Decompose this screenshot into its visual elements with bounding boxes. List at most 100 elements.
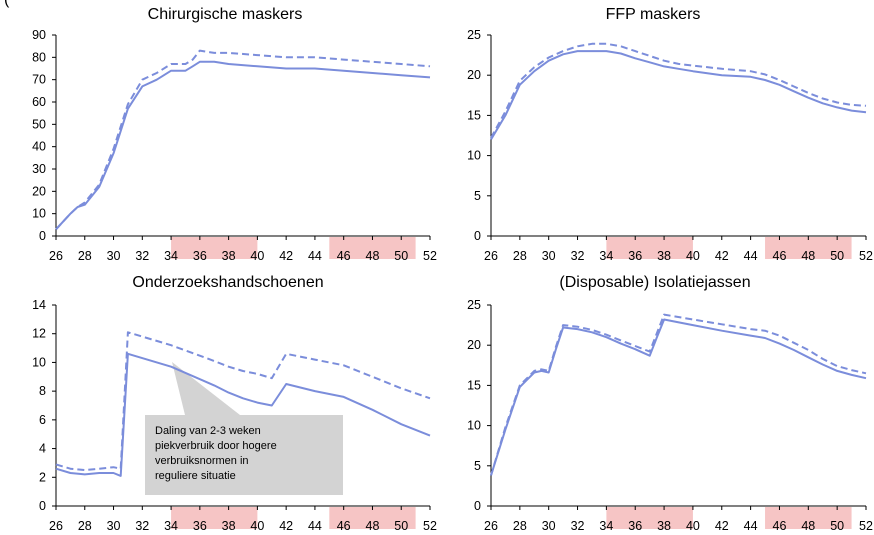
y-tick-label: 80 (32, 50, 46, 64)
x-tick-label: 32 (135, 249, 149, 263)
annotation-line: reguliere situatie (155, 470, 236, 482)
y-tick-label: 12 (32, 327, 46, 341)
shaded-period-2 (765, 507, 852, 529)
x-tick-label: 46 (773, 249, 787, 263)
y-tick-label: 40 (32, 140, 46, 154)
x-tick-label: 30 (107, 249, 121, 263)
annotation-arrow (172, 362, 240, 415)
shaded-period-1 (606, 237, 693, 259)
x-tick-label: 46 (773, 519, 787, 533)
series-line-dashed (55, 49, 431, 230)
annotation-line: piekverbruik door hogere (155, 440, 277, 452)
y-tick-label: 0 (39, 499, 46, 513)
y-tick-label: 2 (39, 470, 46, 484)
x-tick-label: 40 (686, 519, 700, 533)
x-tick-label: 26 (49, 519, 63, 533)
x-tick-label: 42 (279, 519, 293, 533)
x-tick-label: 38 (222, 519, 236, 533)
x-tick-label: 26 (484, 519, 498, 533)
x-tick-label: 28 (78, 249, 92, 263)
y-tick-label: 10 (467, 419, 481, 433)
x-tick-label: 52 (859, 519, 873, 533)
y-tick-label: 0 (474, 229, 481, 243)
x-tick-label: 52 (423, 249, 437, 263)
series-line-solid (55, 352, 431, 477)
y-tick-label: 30 (32, 162, 46, 176)
x-tick-label: 42 (715, 249, 729, 263)
x-tick-label: 32 (571, 519, 585, 533)
chart-isolatiejassen: 0 5 10 15 20 25 26 28 30 32 34 36 38 40 42 44 46 48 50 52 (D… (467, 274, 873, 533)
x-tick-label: 52 (859, 249, 873, 263)
x-tick-label: 44 (308, 519, 322, 533)
y-tick-label: 20 (467, 338, 481, 352)
y-tick-label: 90 (32, 28, 46, 42)
x-tick-label: 32 (571, 249, 585, 263)
x-tick-label: 36 (628, 249, 642, 263)
x-tick-label: 30 (542, 249, 556, 263)
x-tick-label: 30 (542, 519, 556, 533)
x-tick-label: 42 (279, 249, 293, 263)
chart-title: (Disposable) Isolatiejassen (559, 274, 750, 291)
x-tick-label: 40 (686, 249, 700, 263)
x-tick-label: 30 (107, 519, 121, 533)
x-tick-label: 48 (801, 249, 815, 263)
x-tick-label: 48 (366, 519, 380, 533)
y-tick-label: 20 (467, 68, 481, 82)
shaded-period-1 (606, 507, 693, 529)
series-line-dashed (490, 42, 867, 139)
chart-title: Onderzoekshandschoenen (132, 274, 323, 291)
y-tick-label: 15 (467, 378, 481, 392)
series-line-solid (55, 60, 431, 230)
x-tick-label: 38 (657, 249, 671, 263)
y-tick-label: 4 (39, 442, 46, 456)
y-tick-label: 25 (467, 298, 481, 312)
x-tick-label: 44 (744, 249, 758, 263)
x-tick-label: 44 (308, 249, 322, 263)
series-line-solid (490, 318, 867, 476)
x-tick-label: 28 (78, 519, 92, 533)
y-tick-label: 14 (32, 298, 46, 312)
x-tick-label: 26 (484, 249, 498, 263)
x-tick-label: 36 (193, 519, 207, 533)
y-tick-label: 70 (32, 73, 46, 87)
x-tick-label: 34 (599, 519, 613, 533)
y-tick-label: 10 (32, 207, 46, 221)
chart-ffp-maskers: 0 5 10 15 20 25 26 28 30 32 34 36 38 40 42 44 46 48 50 52 FF… (467, 6, 873, 263)
annotation-line: Daling van 2-3 weken (155, 425, 261, 437)
y-tick-label: 6 (39, 413, 46, 427)
y-tick-label: 25 (467, 28, 481, 42)
x-tick-label: 50 (394, 249, 408, 263)
shaded-period-2 (765, 237, 852, 259)
chart-onderzoekshandschoenen: Daling van 2-3 weken piekverbruik door ho… (32, 274, 437, 533)
x-tick-label: 28 (513, 249, 527, 263)
x-tick-label: 40 (250, 249, 264, 263)
series-line-dashed (55, 331, 431, 472)
shaded-period-1 (171, 507, 258, 529)
y-tick-label: 10 (467, 149, 481, 163)
x-tick-label: 50 (394, 519, 408, 533)
x-tick-label: 48 (801, 519, 815, 533)
series-line-dashed (490, 313, 867, 476)
y-tick-label: 5 (474, 189, 481, 203)
shaded-period-2 (329, 507, 416, 529)
header-fragment: ( (4, 0, 10, 8)
shaded-period-1 (171, 237, 258, 259)
x-tick-label: 48 (366, 249, 380, 263)
x-tick-label: 46 (337, 249, 351, 263)
x-tick-label: 34 (164, 519, 178, 533)
x-tick-label: 40 (250, 519, 264, 533)
annotation-line: verbruiksnormen in (155, 455, 249, 467)
chart-chirurgische-maskers: 0 10 20 30 40 50 60 70 80 90 26 28 30 32 34 36 38 40 42 44 4… (32, 6, 437, 263)
annotation-box (145, 415, 343, 495)
shaded-period-2 (329, 237, 416, 259)
y-tick-label: 8 (39, 384, 46, 398)
x-tick-label: 52 (423, 519, 437, 533)
x-tick-label: 44 (744, 519, 758, 533)
y-tick-label: 15 (467, 108, 481, 122)
x-tick-label: 46 (337, 519, 351, 533)
y-tick-label: 60 (32, 95, 46, 109)
x-tick-label: 38 (657, 519, 671, 533)
x-tick-label: 36 (628, 519, 642, 533)
x-tick-label: 36 (193, 249, 207, 263)
chart-title: FFP maskers (606, 6, 701, 23)
